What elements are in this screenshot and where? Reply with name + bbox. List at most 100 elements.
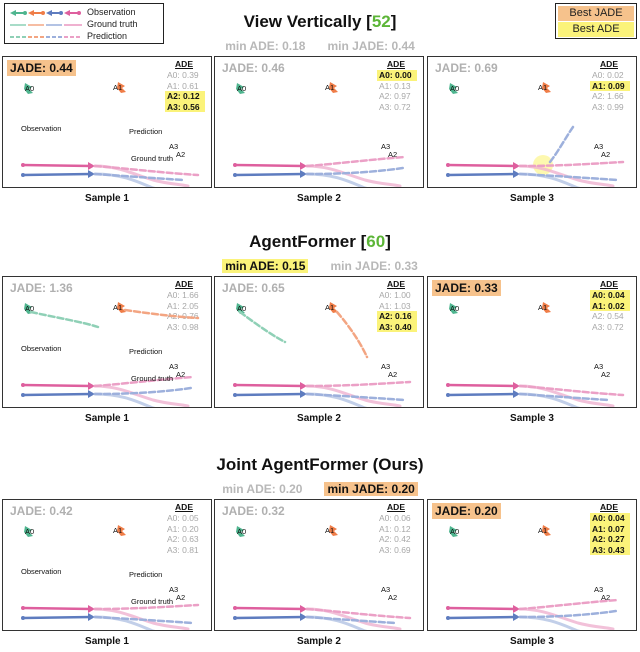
trajectory-line (518, 609, 618, 619)
agent2-start-dot (446, 616, 450, 620)
ade-header: ADE (600, 502, 618, 512)
ade-list: A0: 0.39 A1: 0.61 A2: 0.12 A3: 0.56 (165, 70, 205, 112)
ade-row-a1: A1: 1.03 (379, 300, 411, 311)
legend: Observation Ground truth Prediction (4, 3, 164, 44)
agent-label-a2: A2 (176, 370, 186, 379)
prediction-annotation: Prediction (129, 127, 163, 136)
jade-score: JADE: 0.20 (432, 503, 501, 519)
agent1-marker (117, 82, 126, 93)
ade-row-a2: A2: 0.54 (592, 311, 624, 321)
agent-label-a1: A1 (325, 303, 335, 312)
agent2-arrow (300, 170, 307, 178)
trajectory-scene (21, 302, 200, 407)
ade-list: A0: 0.02 A1: 0.09 A2: 1.66 A3: 0.99 (590, 70, 630, 112)
agent-label-a0: A0 (450, 527, 460, 536)
observation-annotation: Observation (21, 124, 62, 133)
agent2-arrow (88, 170, 95, 178)
jade-score: JADE: 0.44 (7, 60, 76, 76)
ade-row-a2: A2: 1.66 (592, 91, 624, 101)
citation-bracket: ] (390, 12, 397, 31)
prediction-annotation: Prediction (129, 347, 163, 356)
ade-header: ADE (600, 59, 618, 69)
ade-header: ADE (600, 279, 618, 289)
ade-row-a2: A2: 0.27 (590, 534, 630, 545)
trajectory-line (93, 392, 156, 407)
agent3-start-dot (233, 606, 237, 610)
trajectory-line (123, 308, 200, 320)
agent2-arrow (513, 390, 520, 398)
agent3-start-dot (21, 163, 25, 167)
trajectory-line (446, 606, 518, 611)
sample-label: Sample 1 (85, 636, 129, 647)
ade-row-a0: A0: 0.00 (377, 70, 417, 81)
ade-row-a3: A3: 0.99 (592, 101, 624, 112)
section-title: View Vertically [52] (0, 12, 640, 32)
agent0-marker (236, 303, 245, 314)
sample-label: Sample 2 (297, 413, 341, 424)
trajectory-line (518, 164, 615, 187)
agent1-marker (542, 82, 551, 93)
ade-row-a3: A3: 0.98 (167, 321, 199, 332)
trajectory-line (305, 155, 407, 168)
best-ade-swatch: Best ADE (558, 22, 634, 37)
agent-label-a1: A1 (538, 83, 548, 92)
ade-list: A0: 0.00 A1: 0.13 A2: 0.97 A3: 0.72 (377, 70, 417, 112)
trajectory-scene (21, 525, 200, 630)
trajectory-line (233, 383, 305, 388)
jade-score: JADE: 0.42 (10, 504, 73, 518)
sample-label: Sample 1 (85, 413, 129, 424)
agent1-marker (542, 302, 551, 313)
ade-row-a1: A1: 2.05 (167, 300, 199, 311)
ground-truth-lines-icon (10, 24, 82, 26)
legend-ground-truth-label: Ground truth (87, 19, 138, 29)
sample-label: Sample 3 (510, 413, 554, 424)
trajectory-line (305, 392, 407, 402)
agent3-arrow (513, 605, 520, 613)
ade-row-a1: A1: 0.07 (590, 523, 630, 534)
ade-row-a0: A0: 0.06 (379, 513, 411, 523)
trajectory-scene (233, 82, 407, 187)
agent-label-a0: A0 (237, 84, 247, 93)
ade-list: A0: 1.00 A1: 1.03 A2: 0.16 A3: 0.40 (377, 290, 417, 332)
trajectory-line (446, 383, 518, 388)
legend-observation-row: Observation (5, 7, 163, 19)
min-scores-row: min ADE: 0.20 min JADE: 0.20 (0, 480, 640, 498)
agent2-arrow (300, 390, 307, 398)
trajectory-line (305, 384, 402, 407)
agent1-marker (329, 302, 338, 313)
agent2-arrow (88, 390, 95, 398)
trajectory-line (93, 603, 200, 611)
agent0-marker (24, 83, 33, 94)
legend-observation-label: Observation (87, 7, 136, 17)
ade-header: ADE (387, 502, 405, 512)
trajectory-line (518, 172, 620, 182)
agent-label-a1: A1 (325, 83, 335, 92)
jade-score: JADE: 0.32 (222, 504, 285, 518)
trajectory-line (518, 160, 625, 168)
agent-label-a0: A0 (25, 304, 35, 313)
trajectory-line (93, 375, 195, 388)
trajectory-line (93, 615, 195, 625)
sample-label: Sample 2 (297, 636, 341, 647)
agent-label-a3: A3 (169, 142, 179, 151)
trajectory-line (21, 615, 93, 620)
trajectory-scene (446, 302, 625, 407)
observation-arrows-icon (10, 10, 81, 16)
ade-row-a1: A1: 0.61 (167, 80, 199, 91)
min-ade-label: min ADE: 0.18 (225, 39, 306, 53)
ade-header: ADE (175, 279, 193, 289)
agent-label-a1: A1 (113, 303, 123, 312)
ade-row-a0: A0: 0.04 (590, 513, 630, 524)
sample-panel: JADE: 0.69 ADE A0: 0.02 A1: 0.09 A2: 1.66 A3:… (427, 56, 637, 188)
agent-label-a3: A3 (594, 362, 604, 371)
trajectory-line (518, 598, 620, 611)
trajectory-line (93, 607, 190, 630)
agent3-arrow (300, 162, 307, 170)
best-jade-swatch: Best JADE (558, 6, 634, 21)
trajectory-line (93, 172, 185, 182)
agent2-arrow (88, 613, 95, 621)
trajectory-line (21, 392, 93, 397)
ade-row-a1: A1: 0.12 (379, 523, 411, 534)
sample-label: Sample 3 (510, 193, 554, 204)
agent-label-a0: A0 (25, 84, 35, 93)
